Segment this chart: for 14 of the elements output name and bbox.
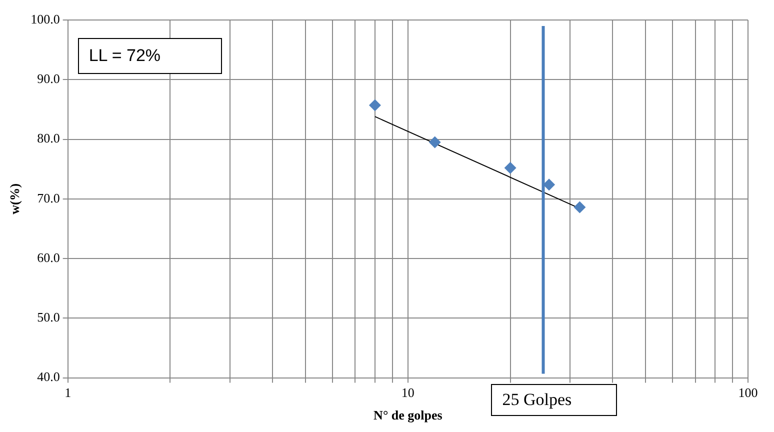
text-box: LL = 72%	[78, 38, 222, 74]
y-tick-label: 80.0	[37, 130, 60, 146]
x-tick-label: 10	[401, 385, 414, 400]
text-box: 25 Golpes	[491, 384, 618, 416]
y-tick-label: 90.0	[37, 71, 60, 86]
y-tick-label: 70.0	[37, 190, 60, 206]
y-tick-label: 100.0	[30, 11, 60, 26]
y-tick-label: 60.0	[37, 250, 60, 265]
x-tick-label: 1	[64, 385, 72, 400]
x-axis-title: N° de golpes	[374, 408, 442, 423]
y-tick-label: 50.0	[37, 310, 60, 325]
x-tick-label: 100	[738, 385, 758, 400]
y-axis-title: w(%)	[7, 183, 22, 214]
y-tick-label: 40.0	[37, 369, 60, 384]
